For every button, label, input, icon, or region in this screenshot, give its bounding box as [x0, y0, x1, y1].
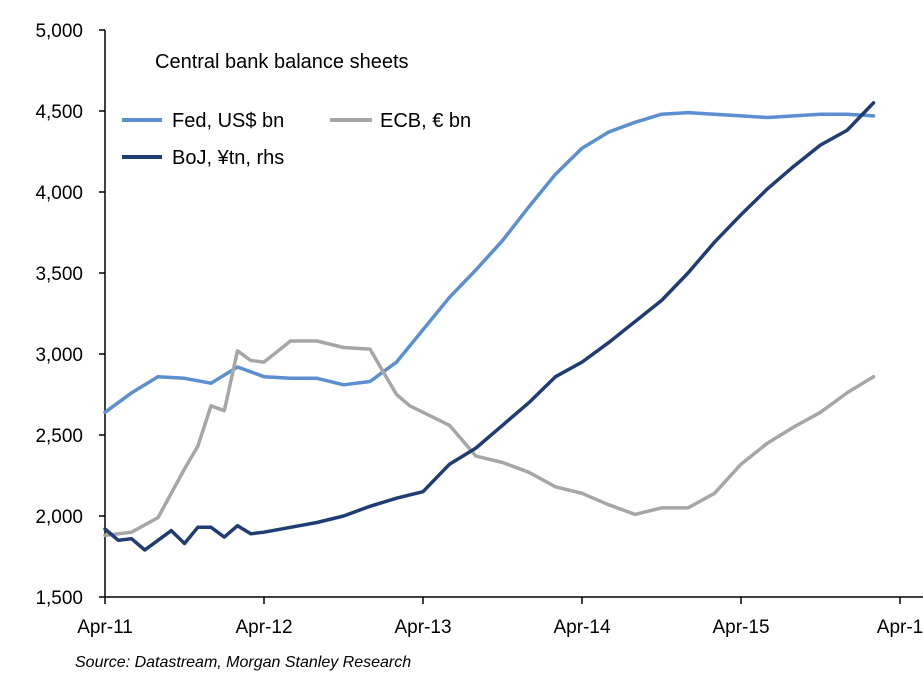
y-tick-label: 3,500: [35, 264, 83, 285]
series-line-2: [103, 101, 876, 552]
x-tick-label: Apr-13: [394, 617, 451, 638]
x-tick-label: Apr-14: [553, 617, 610, 638]
y-tick-label: 2,500: [35, 426, 83, 447]
series-lines: [103, 101, 876, 552]
y-tick-label: 4,500: [35, 102, 83, 123]
source-note: Source: Datastream, Morgan Stanley Resea…: [75, 654, 411, 671]
legend: Fed, US$ bn ECB, € bn BoJ, ¥tn, rhs: [122, 110, 471, 169]
x-tick-label: Apr-11: [77, 617, 133, 638]
y-tick-label: 1,500: [35, 588, 83, 609]
x-axis-ticks: Apr-11 Apr-12 Apr-13 Apr-14 Apr-15 Apr-1: [77, 597, 923, 638]
x-tick-label: Apr-1: [877, 617, 923, 638]
legend-label-1: ECB, € bn: [380, 110, 471, 132]
series-line-1: [103, 339, 876, 538]
x-tick-label: Apr-12: [235, 617, 292, 638]
y-tick-label: 2,000: [35, 507, 83, 528]
y-tick-label: 3,000: [35, 345, 83, 366]
x-tick-label: Apr-15: [712, 617, 769, 638]
legend-label-0: Fed, US$ bn: [172, 110, 284, 132]
y-axis-ticks: 5,000 4,500 4,000 3,500 3,000 2,500 2,000 1,500: [35, 21, 105, 609]
y-tick-label: 4,000: [35, 183, 83, 204]
y-tick-label: 5,000: [35, 21, 83, 42]
legend-label-2: BoJ, ¥tn, rhs: [172, 147, 284, 169]
axes: [104, 30, 923, 598]
chart-title: Central bank balance sheets: [155, 51, 409, 73]
